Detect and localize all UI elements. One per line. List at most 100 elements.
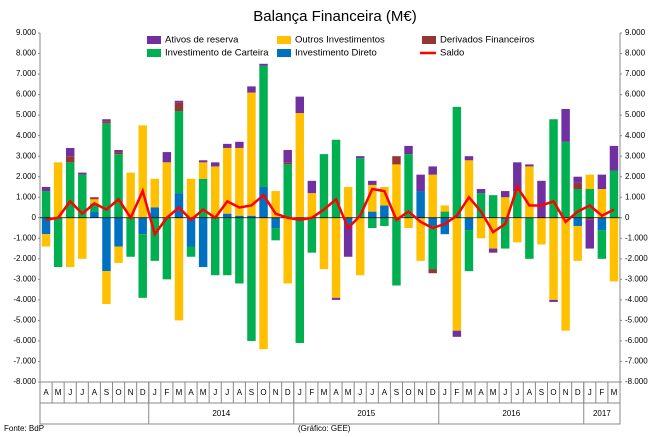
x-tick-label: A xyxy=(527,388,533,397)
bar-segment xyxy=(331,139,341,218)
y-tick-label: 2.000 xyxy=(16,172,37,181)
bar-segment xyxy=(78,174,87,218)
y-tick-label: 4.000 xyxy=(16,131,37,140)
x-tick-label: D xyxy=(575,388,581,397)
bar-segment xyxy=(162,217,172,280)
x-tick-label: F xyxy=(164,388,169,397)
bar-segment xyxy=(609,217,619,282)
bar-segment xyxy=(114,246,123,263)
bar-segment xyxy=(210,217,220,276)
y-tick-label: -3.000 xyxy=(13,274,36,283)
legend-swatch xyxy=(147,36,161,44)
bar-segment xyxy=(452,217,462,331)
x-tick-label: J xyxy=(213,388,217,397)
x-tick-label: N xyxy=(273,388,279,397)
bar-segment xyxy=(573,217,582,226)
x-tick-label: O xyxy=(405,388,411,397)
x-tick-label: A xyxy=(237,388,243,397)
bar-segment xyxy=(368,217,377,229)
bar-segment xyxy=(500,191,510,198)
bar-segment xyxy=(53,217,63,268)
year-label: 2015 xyxy=(357,409,375,418)
bar-segment xyxy=(198,160,208,163)
legend-swatch xyxy=(277,36,291,44)
bar-segment xyxy=(283,217,292,284)
legend-swatch xyxy=(277,49,291,57)
bar-segment xyxy=(440,217,450,235)
bar-segment xyxy=(198,217,208,268)
bar-segment xyxy=(223,147,232,214)
x-tick-label: S xyxy=(104,388,109,397)
x-tick-label: O xyxy=(550,388,556,397)
y-tick-label: 9.000 xyxy=(16,28,37,37)
bar-segment xyxy=(198,162,208,179)
y-tick-label: -4.000 xyxy=(13,295,36,304)
bar-segment xyxy=(561,217,570,331)
legend-label: Derivados Financeiros xyxy=(440,35,535,46)
y-tick-label: 1.000 xyxy=(16,192,37,201)
bar-segment xyxy=(343,186,353,218)
bar-segment xyxy=(573,189,582,218)
bar-segment xyxy=(561,108,570,142)
y2-tick-label: 1.000 xyxy=(625,192,646,201)
bar-segment xyxy=(597,189,607,218)
bar-segment xyxy=(585,189,595,218)
bar-segment xyxy=(247,217,256,341)
bar-segment xyxy=(259,186,268,218)
y-tick-label: -5.000 xyxy=(13,316,36,325)
y2-tick-label: 5.000 xyxy=(625,110,646,119)
bar-segment xyxy=(464,156,474,161)
y-tick-label: 7.000 xyxy=(16,69,37,78)
bar-segment xyxy=(513,162,522,192)
bar-segment xyxy=(452,106,462,218)
bar-segment xyxy=(319,217,329,270)
bar-segment xyxy=(247,86,256,93)
bar-segment xyxy=(126,217,135,257)
legend-swatch xyxy=(147,49,161,57)
y2-tick-label: 8.000 xyxy=(625,49,646,58)
bar-segment xyxy=(223,217,232,276)
y2-tick-label: -5.000 xyxy=(625,316,648,325)
x-tick-label: A xyxy=(92,388,98,397)
bar-segment xyxy=(476,217,486,239)
bar-segment xyxy=(597,174,607,190)
bar-segment xyxy=(174,193,184,218)
bar-segment xyxy=(609,170,619,218)
x-tick-label: J xyxy=(588,388,592,397)
bar-segment xyxy=(464,217,474,231)
bar-segment xyxy=(343,225,353,257)
bar-segment xyxy=(271,191,280,218)
bar-segment xyxy=(307,193,317,218)
legend-swatch xyxy=(422,36,436,44)
x-tick-label: S xyxy=(539,388,544,397)
bar-segment xyxy=(102,217,111,272)
bar-segment xyxy=(271,217,280,229)
bar-segment xyxy=(355,156,365,159)
bar-segment xyxy=(150,217,160,261)
x-tick-label: J xyxy=(68,388,72,397)
x-tick-label: S xyxy=(394,388,399,397)
x-tick-label: F xyxy=(454,388,459,397)
bar-segment xyxy=(235,217,244,284)
bar-segment xyxy=(488,248,498,253)
bar-segment xyxy=(319,154,329,218)
y-tick-label: -1.000 xyxy=(13,233,36,242)
bar-segment xyxy=(368,211,377,218)
bar-segment xyxy=(186,246,196,257)
y2-tick-label: 0 xyxy=(625,213,630,222)
credit: (Gráfico: GEE) xyxy=(298,424,351,433)
bar-segment xyxy=(500,217,510,220)
saldo-line xyxy=(45,184,615,237)
bar-segment xyxy=(525,164,534,167)
bar-segment xyxy=(174,102,184,112)
x-tick-label: J xyxy=(153,388,157,397)
bar-segment xyxy=(41,191,51,218)
bar-segment xyxy=(380,205,389,218)
bar-segment xyxy=(307,180,317,194)
bar-segment xyxy=(138,217,147,235)
x-tick-label: J xyxy=(298,388,302,397)
x-tick-label: M xyxy=(200,388,207,397)
bar-segment xyxy=(259,63,268,66)
x-tick-label: F xyxy=(599,388,604,397)
bar-segment xyxy=(452,330,462,337)
